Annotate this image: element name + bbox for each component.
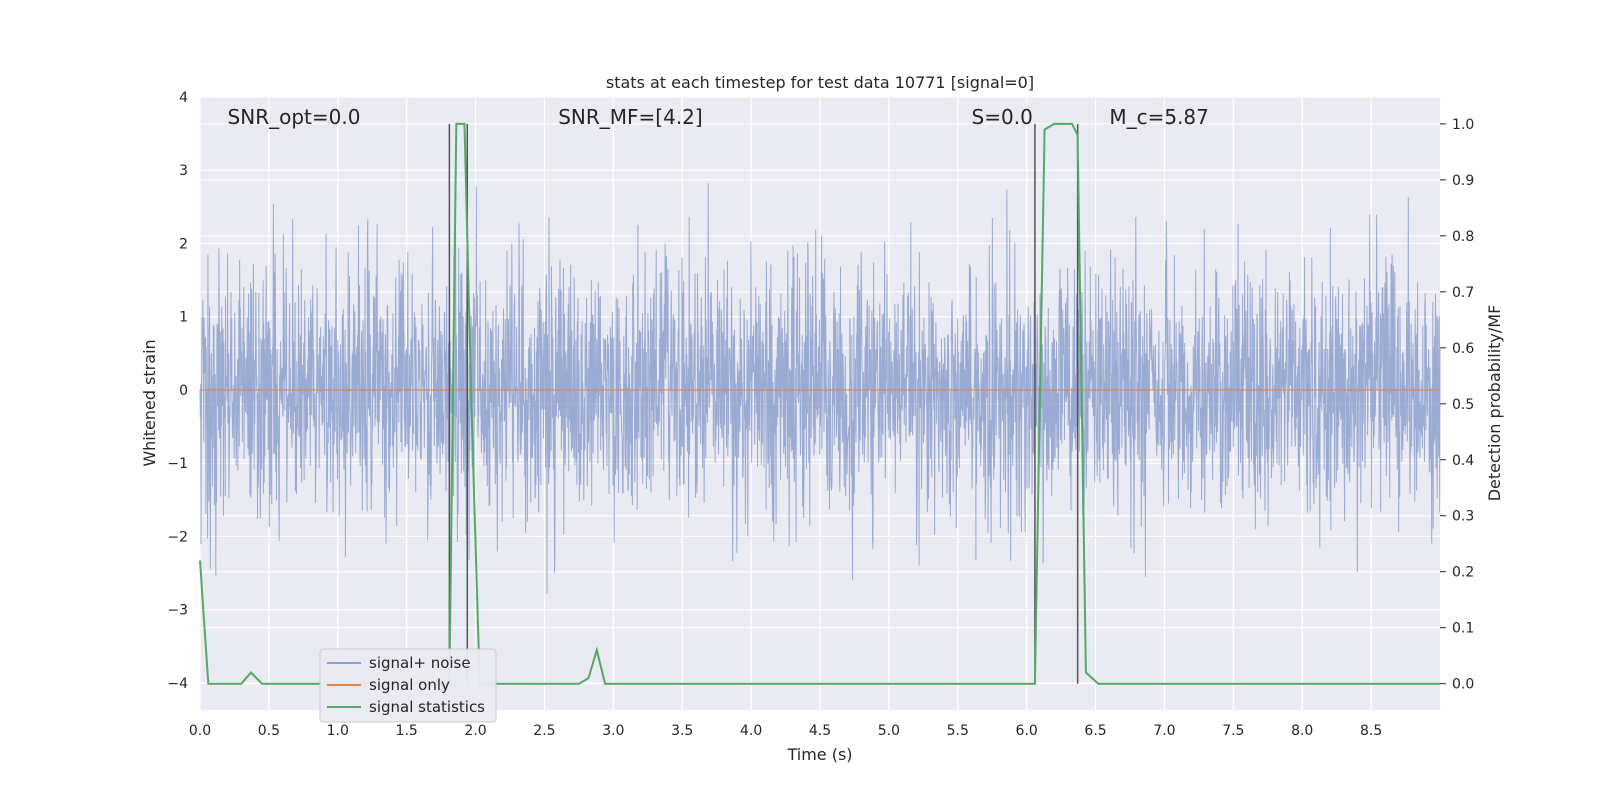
x-tick-label: 6.0 — [1016, 723, 1038, 739]
signal-noise-series — [199, 183, 1441, 594]
y-axis-left: −4 −3 −2 −1 0 1 2 3 4 — [167, 90, 188, 692]
x-tick-label: 8.0 — [1291, 723, 1313, 739]
y-right-tick-label: 0.4 — [1452, 453, 1474, 469]
x-tick-label: 2.0 — [464, 723, 486, 739]
x-tick-label: 1.5 — [396, 723, 418, 739]
y-left-tick-label: 0 — [179, 383, 188, 399]
x-tick-label: 3.5 — [671, 723, 693, 739]
y-right-tick-label: 0.5 — [1452, 397, 1474, 413]
x-axis-label: Time (s) — [786, 745, 852, 764]
legend-label-noise: signal+ noise — [369, 654, 471, 672]
noise-line — [199, 183, 1441, 594]
x-tick-label: 1.0 — [327, 723, 349, 739]
y-axis-right-label: Detection probability/MF — [1485, 305, 1504, 502]
y-left-tick-label: 3 — [179, 163, 188, 179]
y-right-tick-label: 0.3 — [1452, 509, 1474, 525]
x-tick-label: 5.0 — [878, 723, 900, 739]
x-tick-label: 0.0 — [189, 723, 211, 739]
annotation-s: S=0.0 — [972, 105, 1033, 129]
y-axis-left-label: Whitened strain — [140, 339, 159, 466]
y-left-tick-label: −2 — [167, 529, 188, 545]
annotations: SNR_opt=0.0 SNR_MF=[4.2] S=0.0 M_c=5.87 — [228, 105, 1209, 129]
y-left-tick-label: −1 — [167, 456, 188, 472]
y-left-tick-label: 1 — [179, 310, 188, 326]
legend-box — [319, 648, 497, 723]
x-tick-label: 4.5 — [809, 723, 831, 739]
x-tick-label: 7.0 — [1153, 723, 1175, 739]
x-tick-label: 2.5 — [533, 723, 555, 739]
y-right-tick-label: 0.8 — [1452, 229, 1474, 245]
y-right-tick-label: 0.2 — [1452, 565, 1474, 581]
x-tick-label: 5.5 — [947, 723, 969, 739]
annotation-snr-opt: SNR_opt=0.0 — [228, 105, 361, 129]
y-left-tick-label: −4 — [167, 676, 188, 692]
annotation-mc: M_c=5.87 — [1109, 105, 1209, 129]
legend-label-signal: signal only — [369, 676, 450, 694]
y-right-tick-label: 1.0 — [1452, 117, 1474, 133]
x-tick-label: 3.0 — [602, 723, 624, 739]
x-tick-label: 8.5 — [1360, 723, 1382, 739]
y-left-tick-label: 2 — [179, 236, 188, 252]
event-markers — [448, 123, 1079, 684]
annotation-snr-mf: SNR_MF=[4.2] — [558, 105, 702, 129]
x-axis: 0.0 0.5 1.0 1.5 2.0 2.5 3.0 3.5 4.0 4.5 5.0 5.5 6.0 6… — [189, 723, 1382, 739]
y-left-tick-label: −3 — [167, 603, 188, 619]
y-right-tick-label: 0.9 — [1452, 173, 1474, 189]
y-left-tick-label: 4 — [179, 90, 188, 106]
y-right-tick-label: 0.1 — [1452, 621, 1474, 637]
x-tick-label: 6.5 — [1084, 723, 1106, 739]
y-right-tick-label: 0.6 — [1452, 341, 1474, 357]
x-tick-label: 4.0 — [740, 723, 762, 739]
x-tick-label: 7.5 — [1222, 723, 1244, 739]
chart-title: stats at each timestep for test data 107… — [606, 73, 1034, 92]
legend: signal+ noise signal only signal statist… — [319, 648, 497, 723]
y-axis-right: 0.0 0.1 0.2 0.3 0.4 0.5 0.6 0.7 0.8 0.9 1.0 — [1440, 117, 1474, 693]
y-right-tick-label: 0.0 — [1452, 677, 1474, 693]
x-tick-label: 0.5 — [258, 723, 280, 739]
legend-label-stats: signal statistics — [369, 698, 485, 716]
y-right-tick-label: 0.7 — [1452, 285, 1474, 301]
